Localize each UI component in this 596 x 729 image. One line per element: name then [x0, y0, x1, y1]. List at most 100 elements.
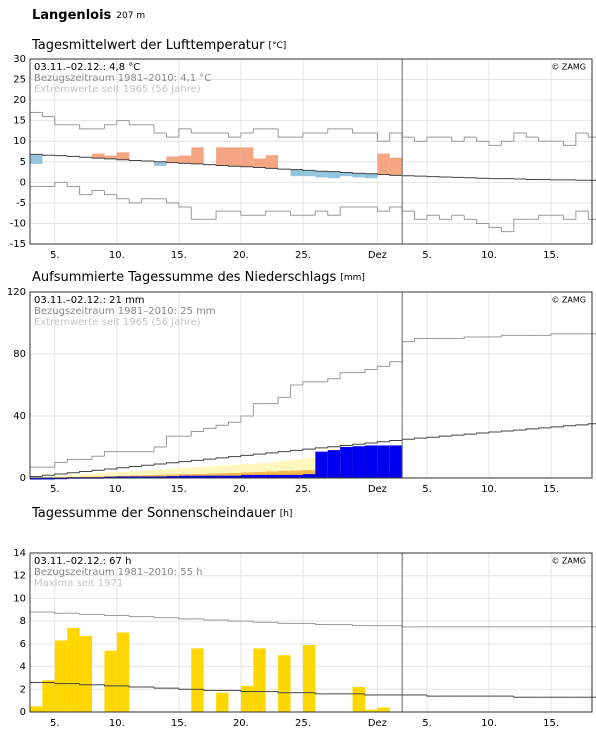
extreme-line	[79, 613, 93, 615]
sunshine-bar	[191, 648, 204, 712]
sunshine-bar	[377, 707, 390, 712]
chart: Tagessumme der Sonnenscheindauer [h] 0 2 4 6 8…	[13, 506, 596, 729]
extreme-line	[463, 136, 477, 142]
extreme-line	[476, 219, 490, 224]
extreme-line	[153, 616, 167, 619]
info-text: Bezugszeitraum 1981–2010: 4,1 °C	[34, 73, 211, 84]
reference-line	[203, 163, 217, 166]
reference-line	[252, 453, 266, 456]
extreme-line	[290, 211, 303, 216]
extreme-line	[376, 365, 390, 370]
reference-line	[538, 427, 552, 429]
reference-line	[389, 439, 403, 442]
y-tick-label: 0	[20, 473, 26, 484]
x-tick-label: 10.	[109, 250, 125, 261]
extreme-line	[153, 124, 167, 134]
reference-line	[215, 457, 229, 460]
extreme-line	[376, 207, 390, 212]
extreme-line	[500, 334, 514, 337]
reference-line	[103, 684, 117, 687]
sunshine-bar	[116, 632, 130, 712]
extreme-line	[128, 615, 142, 618]
reference-line	[426, 436, 440, 439]
x-tick-label: 5.	[422, 484, 432, 495]
reference-line	[376, 173, 390, 176]
reference-line	[314, 692, 328, 695]
reference-line	[215, 164, 229, 166]
extreme-line	[562, 141, 576, 146]
sunshine-bar	[253, 648, 266, 712]
extreme-line	[153, 446, 167, 452]
reference-line	[178, 461, 192, 463]
extreme-line	[54, 181, 68, 187]
extreme-line	[401, 207, 415, 212]
extreme-line	[463, 215, 477, 220]
anomaly-bar	[302, 170, 316, 177]
info-text: Extremwerte seit 1965 (56 Jahre)	[34, 317, 201, 328]
plot-frame	[29, 291, 593, 479]
band-bar	[191, 467, 204, 478]
sunshine-bar	[278, 655, 291, 712]
reference-line	[500, 430, 514, 432]
sunshine-bar	[240, 685, 254, 712]
header: Langenlois 207 m	[32, 8, 145, 23]
precip-bar	[265, 474, 279, 478]
band-bar	[42, 476, 55, 478]
plot-frame	[29, 552, 593, 713]
band-bar	[228, 472, 241, 478]
extreme-line	[79, 124, 93, 130]
reference-line	[54, 473, 68, 476]
reference-line	[79, 683, 93, 686]
info-text: Maxima seit 1971	[34, 578, 123, 589]
y-tick-label: 80	[13, 349, 26, 360]
y-tick-label: 14	[13, 548, 26, 559]
reference-line	[476, 432, 490, 435]
reference-line	[339, 171, 353, 173]
extreme-line	[451, 137, 465, 142]
extreme-line	[240, 415, 254, 423]
reference-line	[128, 159, 142, 162]
band-bar	[141, 470, 155, 478]
title-text: Tagessumme der Sonnenscheindauer	[31, 506, 276, 521]
reference-line	[364, 442, 378, 445]
precip-bar	[290, 474, 303, 478]
extreme-line	[401, 625, 415, 628]
reference-line	[54, 682, 68, 685]
extreme-line	[302, 381, 316, 385]
extreme-line	[389, 132, 403, 142]
extreme-line	[389, 361, 403, 367]
reference-line	[302, 169, 316, 171]
extreme-line	[190, 128, 204, 134]
x-tick-label: 5.	[50, 718, 60, 729]
x-tick-label: 25.	[295, 718, 311, 729]
reference-line	[141, 464, 155, 467]
extreme-line	[54, 462, 68, 468]
y-tick-label: -5	[16, 198, 26, 209]
extreme-line	[54, 612, 68, 614]
x-tick-label: 15.	[543, 484, 559, 495]
reference-line	[91, 157, 105, 159]
anomaly-bar	[352, 173, 365, 178]
reference-line	[364, 693, 378, 696]
band-bar	[154, 469, 167, 478]
anomaly-bar	[166, 156, 179, 163]
y-tick-label: 20	[13, 95, 26, 106]
x-tick-label: 20.	[233, 718, 249, 729]
extreme-line	[116, 194, 130, 200]
extreme-line	[327, 211, 341, 216]
precip-bar	[141, 476, 155, 478]
extreme-line	[240, 132, 254, 138]
y-tick-label: 10	[13, 136, 26, 147]
reference-line	[376, 441, 390, 443]
x-tick-label: 5.	[422, 718, 432, 729]
reference-line	[203, 458, 217, 461]
reference-line	[103, 468, 117, 471]
reference-line	[41, 154, 55, 156]
band-bar	[178, 467, 192, 478]
extreme-line	[389, 206, 403, 212]
y-tick-label: 120	[7, 287, 26, 298]
sunshine-bar	[352, 687, 365, 712]
extreme-line	[327, 128, 341, 133]
sunshine-bar	[364, 709, 378, 712]
y-tick-label: 8	[20, 616, 26, 627]
